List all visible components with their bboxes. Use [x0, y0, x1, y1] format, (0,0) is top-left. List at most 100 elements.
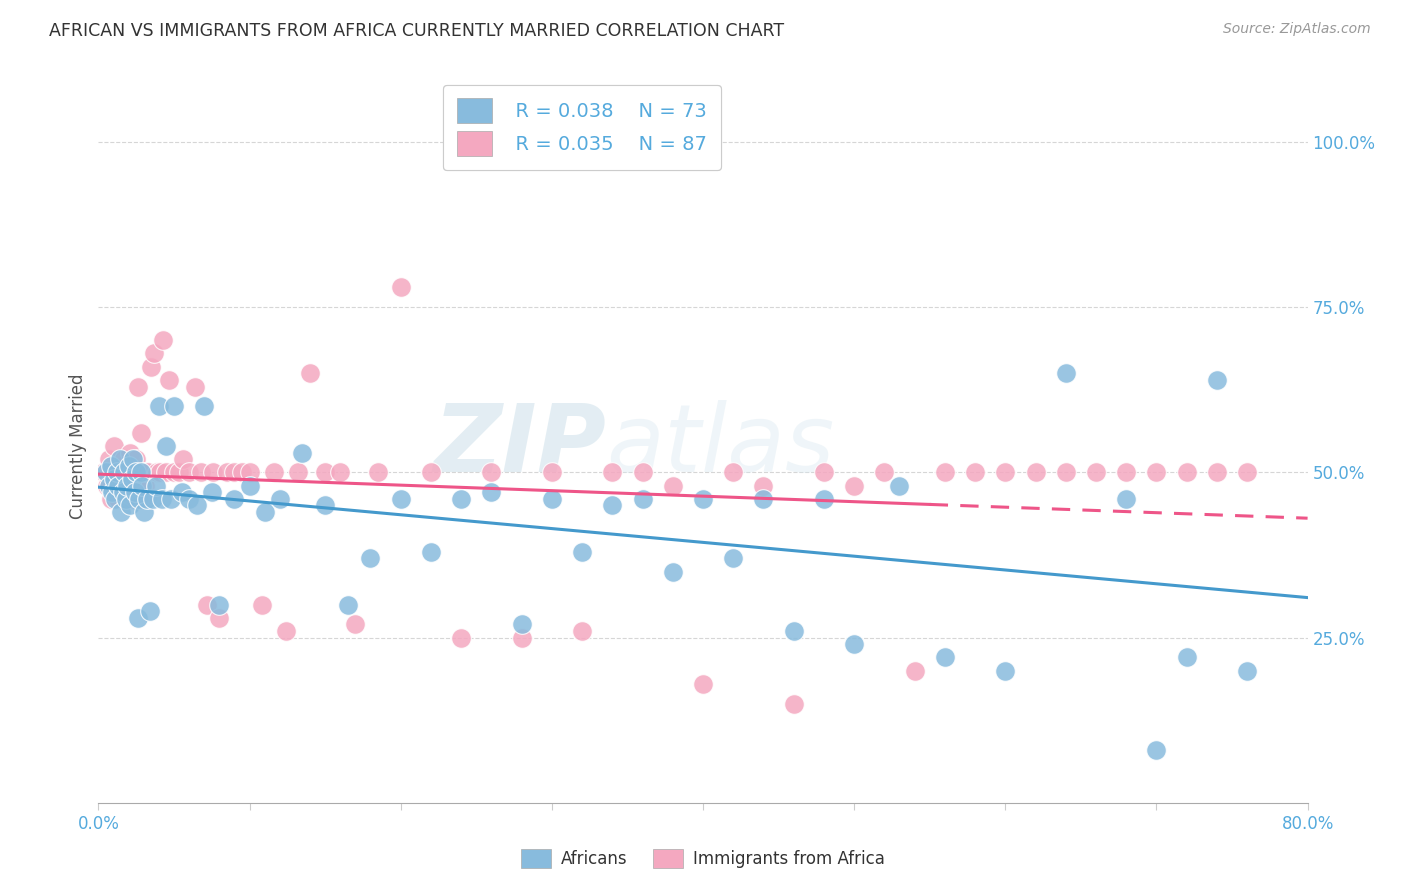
Point	[103, 472, 125, 486]
Point	[231, 466, 253, 480]
Point	[1054, 367, 1077, 381]
Point	[112, 452, 135, 467]
Point	[179, 491, 201, 506]
Point	[155, 439, 177, 453]
Point	[540, 491, 562, 506]
Point	[813, 491, 835, 506]
Text: atlas: atlas	[606, 401, 835, 491]
Point	[904, 664, 927, 678]
Point	[101, 485, 124, 500]
Point	[692, 677, 714, 691]
Point	[143, 346, 166, 360]
Point	[201, 485, 224, 500]
Point	[692, 491, 714, 506]
Point	[124, 485, 146, 500]
Point	[208, 598, 231, 612]
Point	[129, 425, 152, 440]
Point	[889, 478, 911, 492]
Point	[224, 491, 246, 506]
Point	[96, 478, 118, 492]
Point	[120, 445, 142, 459]
Point	[122, 466, 145, 480]
Point	[118, 458, 141, 473]
Point	[150, 491, 173, 506]
Point	[1236, 664, 1258, 678]
Point	[163, 466, 186, 480]
Point	[844, 637, 866, 651]
Point	[661, 565, 683, 579]
Point	[344, 617, 367, 632]
Point	[934, 650, 956, 665]
Point	[602, 499, 624, 513]
Point	[100, 491, 122, 506]
Point	[783, 697, 806, 711]
Point	[105, 466, 128, 480]
Point	[299, 367, 322, 381]
Point	[994, 466, 1017, 480]
Legend:   R = 0.038    N = 73,   R = 0.035    N = 87: R = 0.038 N = 73, R = 0.035 N = 87	[443, 85, 721, 169]
Point	[389, 491, 412, 506]
Point	[127, 611, 149, 625]
Point	[450, 491, 472, 506]
Point	[389, 280, 412, 294]
Point	[420, 545, 443, 559]
Point	[110, 505, 132, 519]
Point	[152, 333, 174, 347]
Point	[94, 466, 117, 480]
Point	[723, 466, 745, 480]
Point	[132, 466, 155, 480]
Point	[510, 617, 533, 632]
Point	[98, 478, 121, 492]
Point	[329, 466, 352, 480]
Point	[1206, 373, 1229, 387]
Point	[93, 466, 115, 480]
Point	[202, 466, 225, 480]
Point	[120, 499, 142, 513]
Point	[367, 466, 389, 480]
Text: AFRICAN VS IMMIGRANTS FROM AFRICA CURRENTLY MARRIED CORRELATION CHART: AFRICAN VS IMMIGRANTS FROM AFRICA CURREN…	[49, 22, 785, 40]
Point	[481, 466, 503, 480]
Point	[602, 466, 624, 480]
Point	[114, 491, 136, 506]
Point	[108, 452, 131, 467]
Point	[208, 611, 231, 625]
Point	[159, 373, 181, 387]
Point	[155, 466, 177, 480]
Point	[752, 491, 775, 506]
Point	[873, 466, 896, 480]
Point	[965, 466, 987, 480]
Point	[844, 478, 866, 492]
Point	[783, 624, 806, 638]
Point	[148, 400, 170, 414]
Point	[723, 551, 745, 566]
Point	[314, 499, 336, 513]
Point	[1175, 650, 1198, 665]
Point	[128, 478, 150, 492]
Point	[139, 604, 162, 618]
Point	[172, 452, 194, 467]
Point	[360, 551, 382, 566]
Point	[105, 466, 128, 480]
Point	[186, 499, 208, 513]
Point	[111, 485, 134, 500]
Text: ZIP: ZIP	[433, 400, 606, 492]
Point	[179, 466, 201, 480]
Point	[103, 439, 125, 453]
Point	[193, 400, 215, 414]
Point	[104, 485, 127, 500]
Point	[291, 445, 314, 459]
Point	[1175, 466, 1198, 480]
Point	[124, 478, 146, 492]
Point	[163, 400, 186, 414]
Point	[121, 491, 143, 506]
Point	[129, 466, 152, 480]
Point	[122, 452, 145, 467]
Point	[110, 458, 132, 473]
Point	[239, 478, 262, 492]
Point	[1144, 743, 1167, 757]
Point	[136, 466, 159, 480]
Point	[1206, 466, 1229, 480]
Point	[1054, 466, 1077, 480]
Point	[450, 631, 472, 645]
Point	[1144, 466, 1167, 480]
